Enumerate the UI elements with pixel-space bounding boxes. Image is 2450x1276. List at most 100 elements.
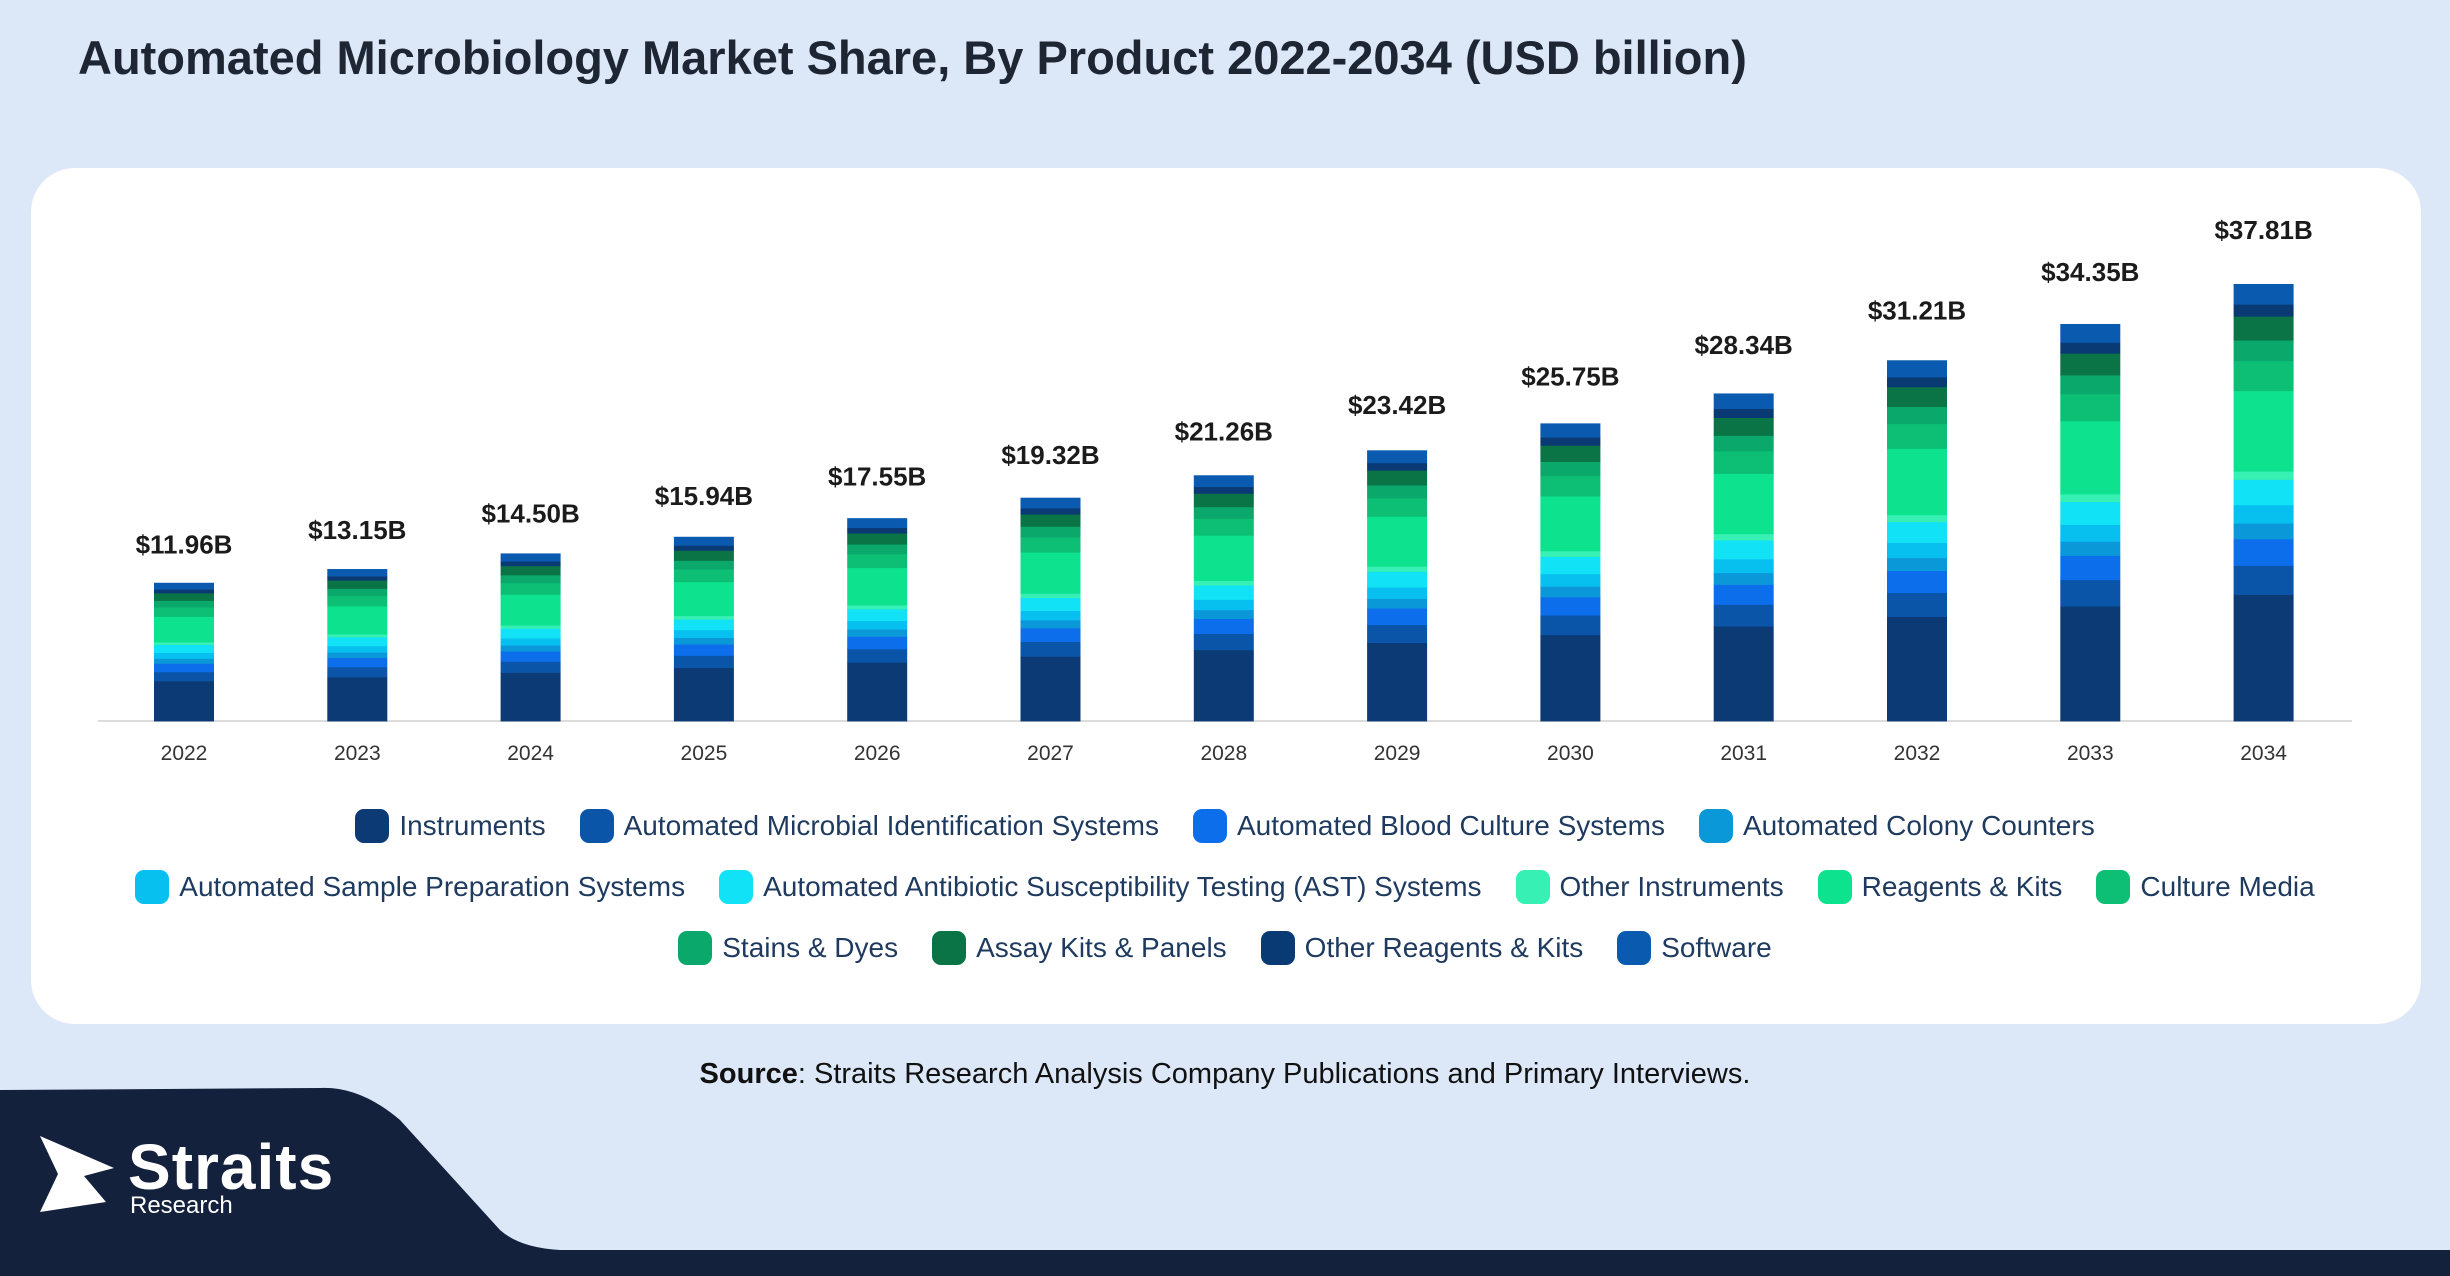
total-label-2031: $28.34B <box>1695 330 1793 360</box>
bar-segment-2034-6 <box>2233 471 2294 480</box>
bar-segment-2028-4 <box>1193 599 1254 611</box>
bar-segment-2024-8 <box>500 582 561 595</box>
total-label-2032: $31.21B <box>1868 295 1966 325</box>
bar-segment-2028-6 <box>1193 580 1254 586</box>
bar-segment-2031-5 <box>1713 539 1774 560</box>
bar-segment-2027-0 <box>1020 656 1081 722</box>
bar-2034 <box>2233 284 2294 722</box>
legend-item[interactable]: Stains & Dyes <box>678 930 899 965</box>
bar-segment-2034-11 <box>2233 304 2294 317</box>
legend-label: Automated Microbial Identification Syste… <box>623 809 1159 841</box>
bar-2023 <box>327 569 388 722</box>
legend-item[interactable]: Software <box>1617 930 1772 965</box>
bar-segment-2023-1 <box>327 666 388 678</box>
total-label-2023: $13.15B <box>308 515 406 545</box>
x-tick-label-2030: 2030 <box>1547 742 1594 765</box>
bar-segment-2023-12 <box>327 569 388 577</box>
legend-item[interactable]: Culture Media <box>2096 869 2315 904</box>
bar-segment-2025-10 <box>673 550 734 561</box>
legend-label: Instruments <box>399 809 546 841</box>
labels-layer: $11.96B 2022 $13.15B 2023 $14.50B 2024 $15.94B… <box>136 215 2313 765</box>
legend-item[interactable]: Automated Colony Counters <box>1698 808 2095 843</box>
x-tick-label-2024: 2024 <box>507 742 554 765</box>
x-tick-label-2034: 2034 <box>2240 742 2287 765</box>
bar-2031 <box>1713 393 1774 722</box>
x-tick-label-2026: 2026 <box>854 742 901 765</box>
bar-segment-2034-12 <box>2233 284 2294 305</box>
bar-segment-2030-9 <box>1540 461 1601 477</box>
bar-segment-2034-5 <box>2233 479 2294 506</box>
legend: Instruments Automated Microbial Identific… <box>100 795 2350 978</box>
legend-item[interactable]: Automated Antibiotic Susceptibility Test… <box>719 869 1482 904</box>
legend-label: Reagents & Kits <box>1861 870 2063 902</box>
x-tick-label-2028: 2028 <box>1200 742 1247 765</box>
bar-segment-2031-12 <box>1713 393 1774 410</box>
bar-segment-2024-11 <box>500 561 561 567</box>
bar-segment-2025-6 <box>673 615 734 620</box>
bar-segment-2026-4 <box>847 620 908 630</box>
bar-segment-2030-3 <box>1540 586 1601 598</box>
bar-segment-2028-10 <box>1193 493 1254 508</box>
bar-segment-2027-1 <box>1020 641 1081 657</box>
bar-segment-2029-5 <box>1367 571 1428 588</box>
x-tick-label-2027: 2027 <box>1027 742 1074 765</box>
bar-segment-2025-2 <box>673 644 734 656</box>
legend-item[interactable]: Other Reagents & Kits <box>1260 930 1583 965</box>
legend-item[interactable]: Other Instruments <box>1515 869 1784 904</box>
bar-segment-2028-8 <box>1193 518 1254 536</box>
bar-segment-2030-8 <box>1540 475 1601 497</box>
logo-name: Straits <box>128 1131 335 1203</box>
bar-segment-2033-6 <box>2060 494 2121 502</box>
bar-segment-2029-1 <box>1367 624 1428 644</box>
bar-2028 <box>1193 475 1254 722</box>
bar-segment-2026-7 <box>847 567 908 606</box>
legend-item[interactable]: Automated Sample Preparation Systems <box>135 869 685 904</box>
bar-segment-2033-7 <box>2060 420 2121 495</box>
bar-segment-2022-3 <box>154 658 214 664</box>
total-label-2029: $23.42B <box>1348 390 1446 420</box>
bar-segment-2028-5 <box>1193 585 1254 600</box>
legend-label: Other Instruments <box>1559 870 1784 902</box>
bar-segment-2029-7 <box>1367 516 1428 567</box>
bar-segment-2034-4 <box>2233 504 2294 524</box>
bar-segment-2027-4 <box>1020 610 1081 621</box>
bar-segment-2034-9 <box>2233 340 2294 362</box>
bar-segment-2034-0 <box>2233 594 2294 722</box>
bar-segment-2029-3 <box>1367 598 1428 609</box>
bar-segment-2030-2 <box>1540 596 1601 616</box>
bar-segment-2024-12 <box>500 553 561 562</box>
legend-item[interactable]: Instruments <box>355 808 546 843</box>
bar-segment-2033-3 <box>2060 541 2121 556</box>
bar-segment-2022-0 <box>154 680 214 722</box>
bar-segment-2029-10 <box>1367 470 1428 486</box>
bar-segment-2030-11 <box>1540 437 1601 446</box>
bar-segment-2034-10 <box>2233 316 2294 341</box>
bar-2033 <box>2060 323 2121 722</box>
legend-item[interactable]: Assay Kits & Panels <box>932 930 1227 965</box>
bar-2030 <box>1540 423 1601 722</box>
bar-segment-2022-11 <box>154 589 214 594</box>
legend-item[interactable]: Reagents & Kits <box>1817 869 2063 904</box>
bar-segment-2028-3 <box>1193 609 1254 619</box>
bar-segment-2032-4 <box>1887 542 1947 559</box>
bar-segment-2022-6 <box>154 641 214 646</box>
x-tick-label-2032: 2032 <box>1894 742 1941 765</box>
legend-label: Automated Colony Counters <box>1742 809 2095 841</box>
legend-label: Automated Antibiotic Susceptibility Test… <box>763 870 1482 902</box>
legend-label: Stains & Dyes <box>722 931 899 963</box>
total-label-2028: $21.26B <box>1175 416 1273 446</box>
bar-segment-2032-2 <box>1887 570 1947 594</box>
bar-segment-2031-9 <box>1713 435 1774 452</box>
legend-swatch <box>2096 869 2131 904</box>
bar-segment-2031-3 <box>1713 572 1774 585</box>
bar-segment-2033-8 <box>2060 393 2121 422</box>
total-label-2022: $11.96B <box>136 529 233 559</box>
legend-item[interactable]: Automated Blood Culture Systems <box>1192 808 1665 843</box>
legend-item[interactable]: Automated Microbial Identification Syste… <box>579 808 1159 843</box>
bar-segment-2030-7 <box>1540 496 1601 552</box>
bar-segment-2026-10 <box>847 533 908 545</box>
legend-swatch <box>1817 869 1852 904</box>
legend-swatch <box>1192 808 1227 843</box>
bar-segment-2024-9 <box>500 574 561 584</box>
